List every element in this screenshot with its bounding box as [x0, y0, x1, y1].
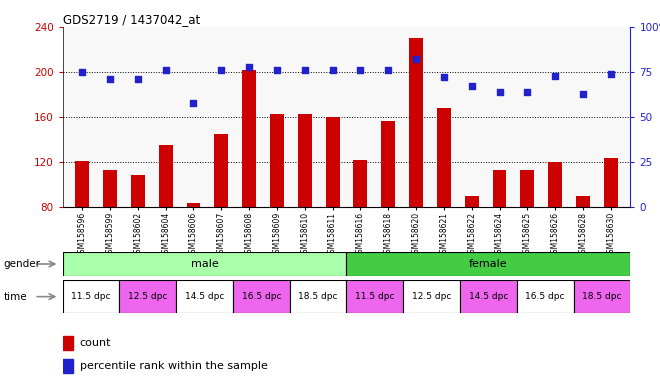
Bar — [63, 252, 346, 276]
Text: time: time — [3, 291, 27, 302]
Bar — [346, 252, 630, 276]
Point — [578, 91, 588, 97]
Point — [355, 67, 366, 73]
Bar — [409, 38, 423, 207]
Bar — [103, 170, 117, 207]
Bar — [214, 134, 228, 207]
Point — [467, 83, 477, 89]
Text: 18.5 dpc: 18.5 dpc — [298, 292, 338, 301]
Text: 16.5 dpc: 16.5 dpc — [525, 292, 565, 301]
Bar — [437, 108, 451, 207]
Point — [439, 74, 449, 81]
Point — [550, 73, 560, 79]
Point — [188, 99, 199, 106]
Bar — [574, 280, 630, 313]
Text: gender: gender — [3, 259, 40, 269]
Bar — [75, 161, 89, 207]
Point — [244, 63, 254, 70]
Bar — [604, 158, 618, 207]
Bar — [158, 145, 173, 207]
Bar — [233, 280, 290, 313]
Text: GDS2719 / 1437042_at: GDS2719 / 1437042_at — [63, 13, 200, 26]
Bar — [465, 196, 478, 207]
Bar — [403, 280, 460, 313]
Bar — [63, 336, 73, 350]
Text: 12.5 dpc: 12.5 dpc — [128, 292, 168, 301]
Text: 11.5 dpc: 11.5 dpc — [355, 292, 395, 301]
Text: 16.5 dpc: 16.5 dpc — [242, 292, 281, 301]
Bar — [492, 170, 506, 207]
Text: male: male — [191, 259, 218, 269]
Bar — [381, 121, 395, 207]
Point — [77, 69, 88, 75]
Point — [105, 76, 115, 82]
Bar — [290, 280, 346, 313]
Point — [133, 76, 143, 82]
Text: 11.5 dpc: 11.5 dpc — [71, 292, 111, 301]
Point — [327, 67, 338, 73]
Text: 14.5 dpc: 14.5 dpc — [469, 292, 508, 301]
Bar — [63, 280, 119, 313]
Text: 12.5 dpc: 12.5 dpc — [412, 292, 451, 301]
Text: percentile rank within the sample: percentile rank within the sample — [80, 361, 267, 371]
Point — [605, 71, 616, 77]
Bar — [298, 114, 312, 207]
Bar — [270, 114, 284, 207]
Bar — [576, 196, 590, 207]
Text: 14.5 dpc: 14.5 dpc — [185, 292, 224, 301]
Point — [300, 67, 310, 73]
Bar — [346, 280, 403, 313]
Bar — [354, 160, 368, 207]
Bar — [187, 203, 201, 207]
Text: 18.5 dpc: 18.5 dpc — [582, 292, 622, 301]
Bar — [517, 280, 574, 313]
Text: count: count — [80, 338, 112, 348]
Bar — [325, 117, 339, 207]
Point — [494, 89, 505, 95]
Text: female: female — [469, 259, 508, 269]
Point — [216, 67, 226, 73]
Bar — [548, 162, 562, 207]
Point — [383, 67, 393, 73]
Point — [411, 56, 421, 63]
Bar — [176, 280, 233, 313]
Bar — [242, 70, 256, 207]
Point — [522, 89, 533, 95]
Bar — [119, 280, 176, 313]
Bar — [131, 175, 145, 207]
Point — [272, 67, 282, 73]
Bar — [460, 280, 517, 313]
Bar — [520, 170, 535, 207]
Point — [160, 67, 171, 73]
Bar — [63, 359, 73, 372]
